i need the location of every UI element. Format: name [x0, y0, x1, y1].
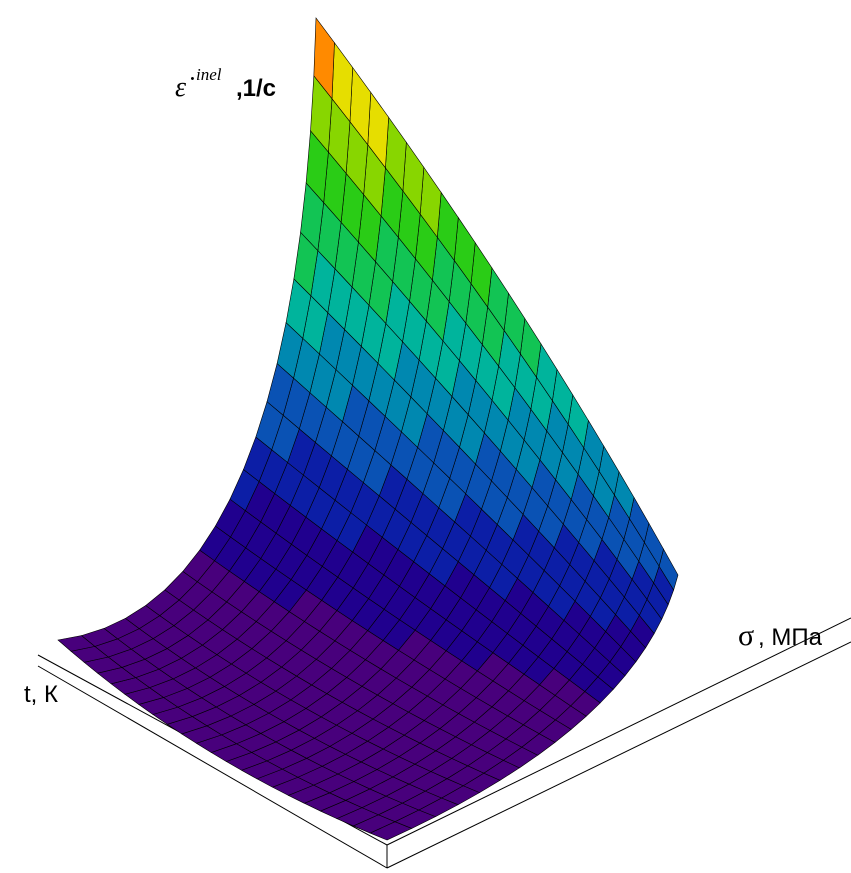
y-axis-symbol: σ — [738, 619, 754, 652]
z-axis-unit: ,1/с — [236, 75, 276, 102]
surface-cell — [313, 17, 335, 100]
surface — [57, 17, 679, 841]
axis-line — [37, 665, 388, 869]
z-axis-symbol: ε̇ — [175, 72, 194, 103]
axis-line — [386, 641, 851, 869]
axis-line — [386, 617, 851, 846]
x-axis-label: t, К — [24, 681, 58, 708]
z-axis-superscript: inel — [196, 65, 222, 84]
y-axis-unit: , МПа — [758, 624, 823, 651]
